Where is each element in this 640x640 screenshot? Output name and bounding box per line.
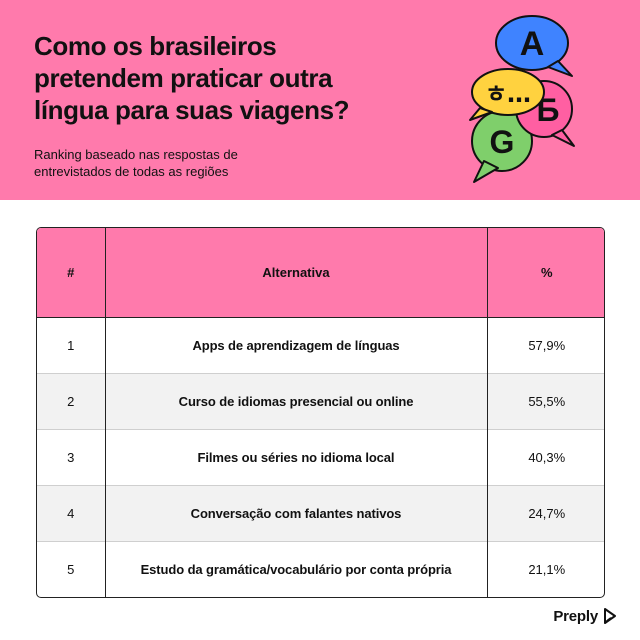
header-banner: Como os brasileiros pretendem praticar o… bbox=[0, 0, 640, 200]
table-row: 3 Filmes ou séries no idioma local 40,3% bbox=[37, 428, 604, 485]
column-header-alternative: Alternativa bbox=[104, 228, 487, 318]
rank-cell: 2 bbox=[37, 372, 105, 429]
table-row: 4 Conversação com falantes nativos 24,7% bbox=[37, 484, 604, 541]
bubble-letter-hieut: ㅎ… bbox=[485, 80, 531, 108]
language-bubbles-illustration: G Б ㅎ… A bbox=[469, 15, 575, 183]
green-speech-bubble: G bbox=[471, 110, 533, 183]
preply-logo-icon bbox=[604, 608, 616, 624]
page-subtitle: Ranking baseado nas respostas de entrevi… bbox=[34, 147, 238, 179]
ranking-table: # Alternativa % 1 Apps de aprendizagem d… bbox=[36, 227, 605, 598]
table-row: 5 Estudo da gramática/vocabulário por co… bbox=[37, 540, 604, 597]
alternative-cell: Curso de idiomas presencial ou online bbox=[104, 372, 487, 429]
table-row: 2 Curso de idiomas presencial ou online … bbox=[37, 372, 604, 429]
rank-cell: 1 bbox=[67, 337, 75, 353]
percent-cell: 21,1% bbox=[486, 540, 604, 597]
table-row: 1 Apps de aprendizagem de línguas 57,9% bbox=[37, 317, 604, 373]
column-header-rank: # bbox=[37, 228, 105, 318]
alternative-cell: Estudo da gramática/vocabulário por cont… bbox=[104, 540, 487, 597]
blue-speech-bubble: A bbox=[495, 15, 573, 77]
table-body: 1 Apps de aprendizagem de línguas 57,9% … bbox=[37, 317, 604, 597]
alternative-cell: Conversação com falantes nativos bbox=[104, 484, 487, 541]
yellow-speech-bubble: ㅎ… bbox=[469, 68, 545, 121]
rank-cell: 5 bbox=[37, 540, 105, 597]
brand-name: Preply bbox=[553, 607, 598, 625]
brand-footer: Preply bbox=[553, 607, 618, 625]
rank-cell: 3 bbox=[37, 428, 105, 485]
table-header: # Alternativa % bbox=[37, 228, 604, 318]
rank-cell: 4 bbox=[37, 484, 105, 541]
alternative-cell: Filmes ou séries no idioma local bbox=[104, 428, 487, 485]
percent-cell: 57,9% bbox=[486, 317, 604, 373]
page-title: Como os brasileiros pretendem praticar o… bbox=[34, 31, 350, 125]
percent-cell: 40,3% bbox=[486, 428, 604, 485]
column-header-percent: % bbox=[486, 228, 604, 318]
percent-cell: 24,7% bbox=[486, 484, 604, 541]
bubble-letter-a: A bbox=[520, 25, 545, 63]
percent-cell: 55,5% bbox=[486, 372, 604, 429]
alternative-cell: Apps de aprendizagem de línguas bbox=[104, 317, 487, 373]
bubble-letter-g: G bbox=[490, 124, 515, 160]
